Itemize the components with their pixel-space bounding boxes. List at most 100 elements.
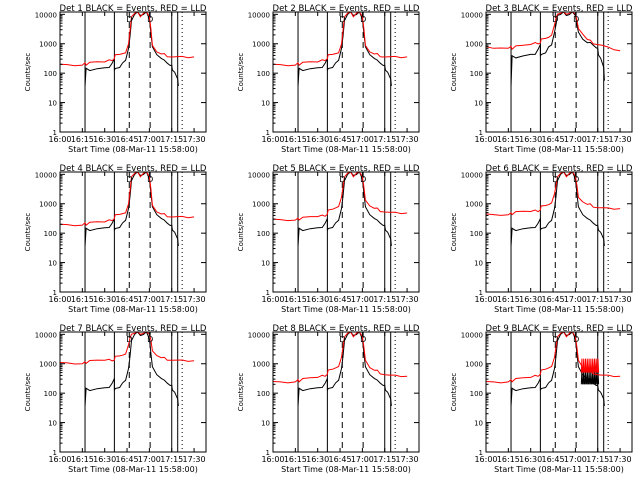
x-tick-label: 17:00 (138, 135, 161, 144)
lld-series-line (273, 12, 408, 67)
axes-box (59, 171, 207, 293)
x-tick-label: 16:45 (329, 295, 352, 304)
y-tick-label: 1000 (465, 201, 483, 209)
marker-letter: D (552, 15, 558, 24)
x-tick-label: 17:15 (373, 455, 396, 464)
x-tick-label: 16:45 (116, 135, 139, 144)
y-tick-label: 1000 (252, 41, 270, 49)
marker-letter: D (339, 335, 345, 344)
y-tick-label: 100 (44, 70, 57, 78)
panel-9: 16:00 16:15 16:30 16:45 17:00 17:15 17:30 1 10 10… (450, 324, 633, 474)
y-axis-label: Counts/sec (450, 213, 458, 252)
x-axis-label: Start Time (08-Mar-11 15:58:00) (281, 465, 411, 474)
y-tick-label: 10 (48, 420, 57, 428)
x-tick-label: 16:30 (93, 455, 116, 464)
panel-title: Det 4 BLACK = Events, RED = LLD (60, 164, 207, 174)
x-axis-label: Start Time (08-Mar-11 15:58:00) (494, 145, 624, 154)
x-tick-label: 17:30 (396, 135, 419, 144)
marker-letter: D (126, 15, 132, 24)
panel-4: 16:00 16:15 16:30 16:45 17:00 17:15 17:30 1 10 10… (24, 164, 207, 314)
y-axis-label: Counts/sec (237, 213, 245, 252)
y-tick-label: 10 (48, 260, 57, 268)
x-tick-label: 17:15 (373, 295, 396, 304)
x-axis-label: Start Time (08-Mar-11 15:58:00) (494, 305, 624, 314)
events-series-line (84, 332, 179, 407)
y-tick-label: 100 (470, 390, 483, 398)
marker-letter: D (126, 335, 132, 344)
y-tick-label: 1000 (39, 41, 57, 49)
y-tick-label: 1000 (465, 361, 483, 369)
x-tick-label: 16:30 (519, 455, 542, 464)
x-tick-label: 17:30 (609, 295, 632, 304)
y-tick-label: 10000 (461, 11, 483, 19)
y-tick-label: 100 (470, 230, 483, 238)
x-tick-label: 17:15 (586, 135, 609, 144)
lld-series-line (273, 172, 408, 222)
marker-letter: D (552, 175, 558, 184)
axes-box (272, 171, 420, 293)
x-tick-label: 16:15 (284, 455, 307, 464)
marker-letter: D (126, 175, 132, 184)
y-tick-label: 10000 (461, 171, 483, 179)
x-tick-label: 16:30 (93, 135, 116, 144)
x-axis-label: Start Time (08-Mar-11 15:58:00) (68, 145, 198, 154)
y-tick-label: 1 (479, 289, 483, 297)
y-tick-label: 10 (261, 260, 270, 268)
y-axis-label: Counts/sec (450, 53, 458, 92)
y-tick-label: 10 (261, 420, 270, 428)
x-tick-label: 16:00 (261, 455, 284, 464)
y-axis-label: Counts/sec (450, 373, 458, 412)
lld-series-line (486, 172, 621, 216)
events-series-line (297, 12, 392, 87)
y-tick-label: 1 (266, 289, 270, 297)
x-tick-label: 17:30 (183, 135, 206, 144)
x-tick-label: 16:30 (306, 295, 329, 304)
events-series-line (297, 172, 392, 247)
axes-box (59, 331, 207, 453)
events-series-line (510, 332, 605, 407)
marker-letter: D (573, 175, 579, 184)
x-tick-label: 17:15 (160, 295, 183, 304)
y-tick-label: 1000 (39, 201, 57, 209)
y-tick-label: 100 (257, 390, 270, 398)
x-tick-label: 16:00 (261, 295, 284, 304)
axes-box (485, 171, 633, 293)
y-axis-label: Counts/sec (24, 373, 32, 412)
x-tick-label: 17:15 (373, 135, 396, 144)
y-tick-label: 100 (44, 390, 57, 398)
x-axis-label: Start Time (08-Mar-11 15:58:00) (68, 305, 198, 314)
x-axis-label: Start Time (08-Mar-11 15:58:00) (281, 305, 411, 314)
panel-title: Det 5 BLACK = Events, RED = LLD (273, 164, 420, 174)
y-tick-label: 10000 (248, 331, 270, 339)
x-tick-label: 16:45 (542, 135, 565, 144)
x-tick-label: 16:45 (116, 455, 139, 464)
y-tick-label: 10000 (248, 11, 270, 19)
panel-1: 16:00 16:15 16:30 16:45 17:00 17:15 17:30 1 10 10… (24, 4, 207, 154)
x-tick-label: 16:45 (542, 455, 565, 464)
x-tick-label: 17:00 (351, 295, 374, 304)
x-tick-label: 17:00 (138, 295, 161, 304)
events-series-line (84, 12, 179, 87)
marker-letter: D (339, 15, 345, 24)
panel-3: 16:00 16:15 16:30 16:45 17:00 17:15 17:30 1 10 10… (450, 4, 633, 154)
x-tick-label: 16:30 (306, 455, 329, 464)
y-tick-label: 1000 (252, 201, 270, 209)
x-tick-label: 16:00 (48, 455, 71, 464)
y-tick-label: 10 (261, 100, 270, 108)
events-series-line (510, 12, 605, 87)
marker-letter: D (360, 175, 366, 184)
x-tick-label: 17:15 (160, 135, 183, 144)
y-tick-label: 1 (266, 129, 270, 137)
x-tick-label: 17:30 (396, 295, 419, 304)
marker-letter: D (573, 335, 579, 344)
y-tick-label: 100 (257, 70, 270, 78)
x-tick-label: 16:15 (71, 135, 94, 144)
x-tick-label: 17:30 (183, 455, 206, 464)
y-tick-label: 1 (479, 129, 483, 137)
y-tick-label: 1 (53, 449, 57, 457)
panel-title: Det 8 BLACK = Events, RED = LLD (273, 324, 420, 334)
panel-title: Det 9 BLACK = Events, RED = LLD (486, 324, 633, 334)
x-tick-label: 16:00 (261, 135, 284, 144)
